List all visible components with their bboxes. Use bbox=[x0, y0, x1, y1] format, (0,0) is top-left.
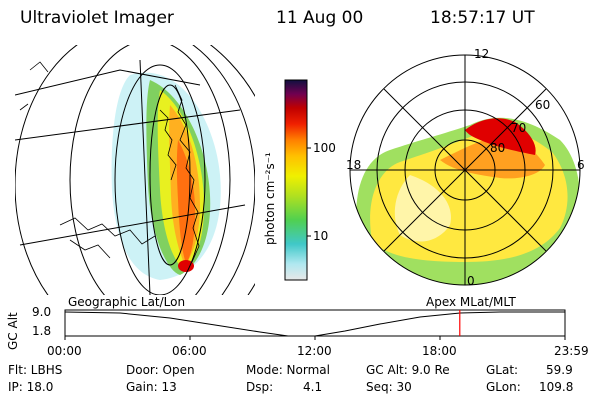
altitude-ytick-1-8: 1.8 bbox=[32, 324, 52, 338]
geographic-map bbox=[15, 45, 255, 295]
xtick-0000: 00:00 bbox=[47, 344, 82, 358]
mlt-label-0: 0 bbox=[467, 274, 475, 288]
auroral-hotspot bbox=[178, 260, 194, 272]
gc-alt-info: GC Alt: 9.0 Re bbox=[366, 363, 450, 377]
ip-info: IP: 18.0 bbox=[8, 380, 54, 394]
seq-info: Seq: 30 bbox=[366, 380, 412, 394]
polar-auroral-peak bbox=[465, 118, 536, 155]
colorbar-label-10: 10 bbox=[313, 229, 329, 243]
gain-info: Gain: 13 bbox=[126, 380, 177, 394]
filter-info: Flt: LBHS bbox=[8, 363, 63, 377]
mlt-label-18: 18 bbox=[346, 158, 362, 172]
colorbar bbox=[284, 79, 308, 281]
dsp-info-label: Dsp: bbox=[246, 380, 274, 394]
left-panel-caption: Geographic Lat/Lon bbox=[68, 295, 186, 309]
polar-plot bbox=[349, 54, 581, 286]
right-panel-caption: Apex MLat/MLT bbox=[426, 295, 516, 309]
date-label: 11 Aug 00 bbox=[276, 8, 364, 28]
mlat-label-80: 80 bbox=[490, 141, 506, 155]
mlt-label-12: 12 bbox=[474, 47, 490, 61]
colorbar-unit-label: photon cm⁻²s⁻¹ bbox=[263, 152, 277, 245]
door-info: Door: Open bbox=[126, 363, 195, 377]
colorbar-label-100: 100 bbox=[313, 141, 336, 155]
mode-info: Mode: Normal bbox=[246, 363, 330, 377]
glat-info-label: GLat: bbox=[486, 363, 519, 377]
altitude-ylabel: GC Alt bbox=[6, 312, 20, 350]
xtick-2359: 23:59 bbox=[554, 344, 589, 358]
glon-info-value: 109.8 bbox=[539, 380, 574, 394]
xtick-1200: 12:00 bbox=[297, 344, 332, 358]
instrument-title: Ultraviolet Imager bbox=[20, 8, 174, 28]
time-label: 18:57:17 UT bbox=[430, 8, 535, 28]
xtick-1800: 18:00 bbox=[422, 344, 457, 358]
mlt-label-6: 6 bbox=[577, 158, 585, 172]
altitude-plot bbox=[64, 309, 566, 340]
dsp-info-value: 4.1 bbox=[303, 380, 323, 394]
mlat-label-60: 60 bbox=[535, 98, 551, 112]
mlat-label-70: 70 bbox=[511, 121, 527, 135]
glon-info-label: GLon: bbox=[486, 380, 521, 394]
altitude-ytick-9: 9.0 bbox=[32, 305, 52, 319]
xtick-0600: 06:00 bbox=[172, 344, 207, 358]
glat-info-value: 59.9 bbox=[546, 363, 573, 377]
